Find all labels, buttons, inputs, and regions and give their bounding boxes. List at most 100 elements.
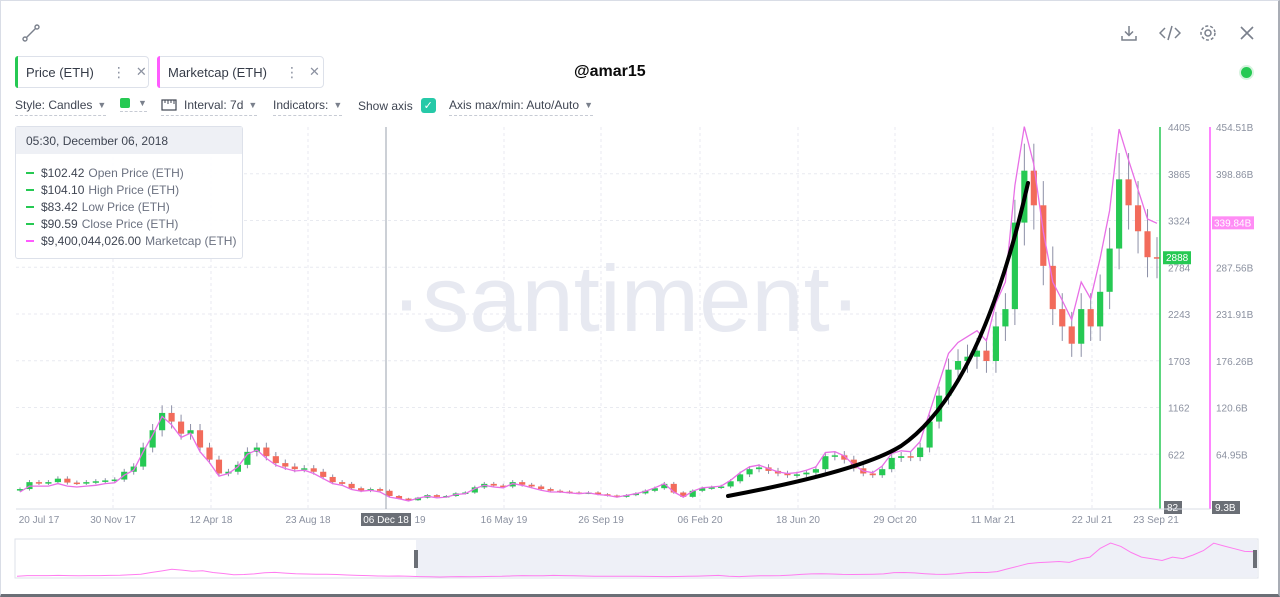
- download-icon[interactable]: [1119, 23, 1139, 43]
- price-candle: [395, 495, 403, 499]
- price-candle: [992, 326, 1000, 362]
- price-candle: [405, 498, 412, 501]
- price-candle: [822, 456, 829, 470]
- price-axis-tick: 1162: [1168, 404, 1190, 415]
- price-candle: [888, 457, 895, 470]
- navigator-line: [16, 542, 1256, 578]
- tooltip-metric: Close Price (ETH): [81, 217, 179, 231]
- indicators-label: Indicators:: [273, 98, 329, 112]
- price-candle: [35, 482, 43, 484]
- tooltip-row-marketcap: $9,400,044,026.00 Marketcap (ETH): [26, 234, 236, 248]
- embed-code-icon[interactable]: [1158, 23, 1182, 43]
- price-axis-tick: 3865: [1168, 170, 1191, 181]
- show-axis-toggle[interactable]: Show axis ✓: [358, 98, 436, 116]
- marketcap-axis-tick: 64.95B: [1216, 450, 1248, 461]
- price-candle: [244, 451, 251, 465]
- remove-metric-icon[interactable]: ✕: [308, 64, 320, 79]
- price-candle: [1068, 326, 1075, 344]
- indicators-select[interactable]: Indicators: ▼: [273, 98, 343, 116]
- price-candle: [102, 480, 109, 482]
- price-candle: [1059, 309, 1066, 327]
- remove-metric-icon[interactable]: ✕: [135, 64, 147, 79]
- price-candle: [1106, 248, 1113, 292]
- show-axis-label: Show axis: [358, 98, 413, 113]
- price-candle: [528, 484, 535, 487]
- series-marker: [26, 172, 34, 174]
- x-axis-tick: 30 Nov 17: [90, 515, 136, 526]
- tooltip-date: 05:30, December 06, 2018: [16, 127, 242, 154]
- price-current-label: 2888: [1166, 253, 1189, 264]
- price-candle: [983, 350, 990, 362]
- price-candle: [358, 488, 365, 491]
- tooltip-value: $83.42: [41, 200, 78, 214]
- price-candle: [206, 447, 213, 460]
- price-candle: [727, 481, 734, 487]
- x-axis-tick: 29 Oct 20: [873, 515, 917, 526]
- marketcap-axis-tick: 398.86B: [1216, 170, 1254, 181]
- tooltip-row-open: $102.42 Open Price (ETH): [26, 166, 184, 180]
- price-candle: [1097, 291, 1104, 327]
- price-axis-tick: 3324: [1168, 217, 1191, 228]
- chart-line-icon[interactable]: [21, 23, 41, 43]
- x-axis-tick: 23 Sep 21: [1133, 515, 1179, 526]
- price-candle: [376, 489, 384, 491]
- series-marker: [26, 223, 34, 225]
- price-candle: [111, 479, 118, 482]
- marketcap-axis-tick: 120.6B: [1216, 404, 1248, 415]
- tooltip-metric: Marketcap (ETH): [145, 234, 237, 248]
- marketcap-axis-tick: 231.91B: [1216, 310, 1254, 321]
- price-candle: [73, 482, 80, 485]
- color-swatch: [120, 98, 130, 108]
- price-candle: [168, 412, 175, 422]
- price-candle: [1153, 257, 1161, 259]
- marketcap-axis-tick: 9.3B: [1215, 503, 1236, 514]
- price-candle: [964, 356, 971, 362]
- price-candle: [680, 492, 687, 497]
- price-candle: [547, 489, 554, 491]
- axis-max-min-select[interactable]: Axis max/min: Auto/Auto ▼: [449, 98, 593, 116]
- tooltip-value: $102.42: [41, 166, 85, 180]
- series-marker: [26, 189, 34, 191]
- chevron-down-icon: ▼: [138, 98, 147, 108]
- style-select[interactable]: Style: Candles ▼: [15, 98, 107, 116]
- x-axis-tick: 23 Aug 18: [285, 515, 330, 526]
- close-icon[interactable]: [1237, 23, 1257, 43]
- price-candle: [812, 469, 819, 473]
- marketcap-axis-tick: 176.26B: [1216, 357, 1254, 368]
- chevron-down-icon: ▼: [584, 100, 593, 110]
- color-select[interactable]: ▼: [120, 98, 147, 112]
- metric-color-bar: [15, 56, 18, 88]
- price-candle: [149, 430, 156, 448]
- metric-tab-price[interactable]: Price (ETH) ⋮ ✕: [15, 56, 149, 88]
- price-candle: [1125, 179, 1132, 206]
- navigator-handle-left: [414, 550, 418, 568]
- tooltip-value: $90.59: [41, 217, 78, 231]
- style-label: Style: Candles: [15, 98, 93, 112]
- x-tick-highlight: [361, 513, 411, 526]
- marketcap-axis-min-box: [1212, 501, 1240, 514]
- metric-label: Price (ETH): [26, 64, 94, 80]
- price-current-badge: [1163, 251, 1191, 265]
- checkbox-checked-icon[interactable]: ✓: [420, 98, 436, 113]
- range-selection: [416, 540, 1257, 577]
- marketcap-current-badge: [1212, 216, 1254, 230]
- interval-select[interactable]: Interval: 7d ▼: [161, 98, 258, 116]
- x-axis-tick: 20 Jul 17: [19, 515, 60, 526]
- price-candle: [784, 473, 791, 476]
- x-axis-tick: 19: [414, 515, 426, 526]
- santiment-watermark: ·santiment·: [391, 246, 861, 351]
- metric-tab-marketcap[interactable]: Marketcap (ETH) ⋮ ✕: [157, 56, 324, 88]
- price-candle: [519, 482, 526, 485]
- price-candle: [850, 459, 857, 469]
- tooltip-metric: High Price (ETH): [88, 183, 180, 197]
- chevron-down-icon: ▼: [333, 100, 343, 110]
- settings-gear-icon[interactable]: [1198, 23, 1218, 43]
- price-candle: [263, 447, 270, 457]
- price-candle: [45, 482, 52, 484]
- price-candle: [159, 412, 166, 431]
- price-candle: [699, 488, 706, 491]
- x-axis-tick: 06 Feb 20: [677, 515, 722, 526]
- price-candle: [339, 482, 346, 484]
